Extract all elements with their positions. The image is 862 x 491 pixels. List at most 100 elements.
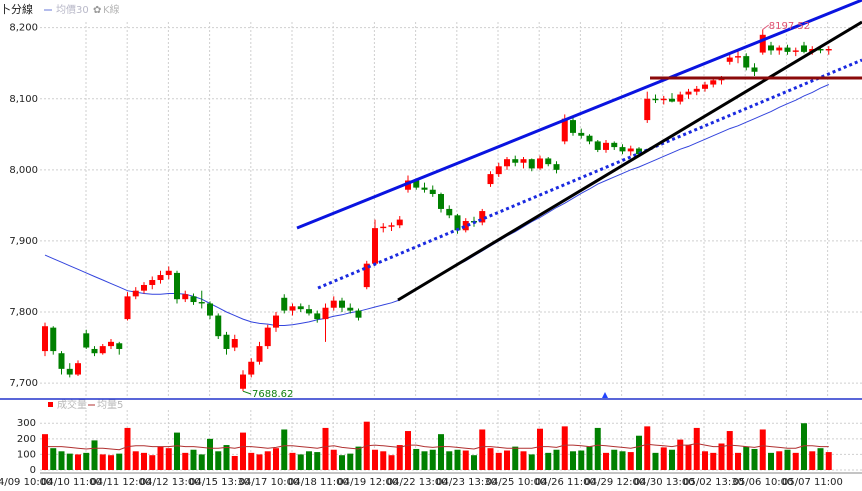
volume-bar (504, 450, 510, 470)
candle-body (677, 94, 684, 102)
volume-bar (636, 435, 642, 470)
volume-bar (759, 429, 766, 470)
volume-bar (355, 446, 362, 470)
volume-bar (710, 452, 717, 470)
x-tick-label: 04/23 13:30 (436, 477, 497, 488)
candle-body (264, 327, 271, 347)
candle-body (91, 348, 98, 354)
volume-bar (495, 452, 502, 470)
candle-body (726, 57, 733, 62)
volume-bar (817, 448, 824, 470)
x-tick-label: 05/07 11:00 (782, 477, 843, 488)
volume-bar (372, 449, 378, 470)
volume-bar (132, 451, 139, 470)
candle-body (372, 228, 378, 264)
candle-body (306, 309, 312, 314)
volume-bar (784, 449, 791, 470)
candle-body (454, 215, 461, 231)
candle-body (784, 47, 791, 52)
candle-body (652, 98, 659, 101)
x-tick-label: 04/22 13:00 (387, 477, 448, 488)
candle-body (174, 272, 180, 300)
volume-bar (512, 446, 519, 470)
candle-body (702, 84, 708, 89)
volume-bar (702, 451, 708, 470)
volume-bar (157, 446, 164, 470)
volume-bar (735, 452, 741, 470)
volume-bar (91, 440, 98, 470)
candle-body (776, 47, 783, 51)
volume-bar (619, 451, 626, 470)
volume-bar (685, 445, 692, 470)
volume-bar (388, 455, 395, 470)
candle-body (99, 346, 106, 354)
x-tick-label: 04/09 10:00 (0, 477, 52, 488)
volume-bar (801, 423, 807, 470)
candle-body (198, 302, 205, 304)
candle-body (578, 132, 585, 136)
candle-body (537, 158, 543, 169)
candle-body (124, 296, 131, 320)
volume-bar (413, 448, 420, 470)
candle-body (553, 164, 560, 170)
candle-body (314, 313, 321, 320)
candle-body (685, 91, 692, 95)
x-tick-label: 04/25 10:00 (486, 477, 547, 488)
candle-body (207, 303, 213, 316)
candle-body (380, 226, 387, 229)
x-tick-label: 04/11 12:00 (90, 477, 151, 488)
x-tick-label: 04/17 10:00 (239, 477, 300, 488)
candle-body (190, 296, 197, 303)
volume-bar (339, 455, 345, 470)
volume-bar (190, 449, 197, 470)
trend-line (397, 20, 862, 302)
candle-body (545, 158, 552, 165)
vol-tick-label: 200 (17, 434, 36, 445)
volume-bar (58, 451, 65, 470)
candle-body (528, 159, 535, 169)
candle-body (594, 141, 601, 150)
candle-body (339, 300, 345, 308)
candle-body (363, 263, 370, 288)
candle-body (75, 363, 81, 375)
candle-body (462, 221, 469, 231)
volume-bar (553, 449, 560, 470)
candle-body (322, 307, 329, 320)
legend-volume-ma: 均量5 (97, 399, 123, 411)
candle-body (215, 315, 222, 337)
x-tick-label: 05/02 13:30 (683, 477, 744, 488)
candle-body (405, 180, 411, 190)
candle-body (421, 187, 428, 190)
candle-body (660, 98, 667, 101)
candle-body (413, 180, 420, 188)
volume-bar (141, 452, 147, 470)
candle-body (718, 78, 725, 81)
candle-body (792, 50, 799, 52)
volume-bar (669, 449, 675, 470)
x-tick-label: 04/29 12:00 (584, 477, 645, 488)
volume-bar (215, 451, 222, 470)
volume-bar (487, 448, 494, 470)
candle-body (603, 142, 609, 150)
candle-body (735, 56, 741, 58)
legend-swatch (48, 402, 53, 407)
candle-body (273, 315, 279, 328)
volume-bar (677, 439, 684, 470)
candle-body (512, 159, 519, 163)
candle-body (586, 135, 593, 142)
price-panel (40, 27, 862, 392)
candle-body (149, 280, 156, 285)
candle-body (248, 361, 255, 375)
volume-bar (545, 452, 552, 470)
y-tick-label: 8,100 (9, 94, 38, 105)
volume-bar (438, 434, 444, 470)
candle-body (132, 290, 139, 297)
candle-body (182, 294, 189, 300)
volume-bar (347, 453, 354, 470)
candle-body (561, 118, 568, 142)
candle-body (487, 174, 494, 185)
volume-bar (726, 431, 733, 470)
candle-body (355, 310, 362, 318)
candle-body (141, 284, 147, 291)
